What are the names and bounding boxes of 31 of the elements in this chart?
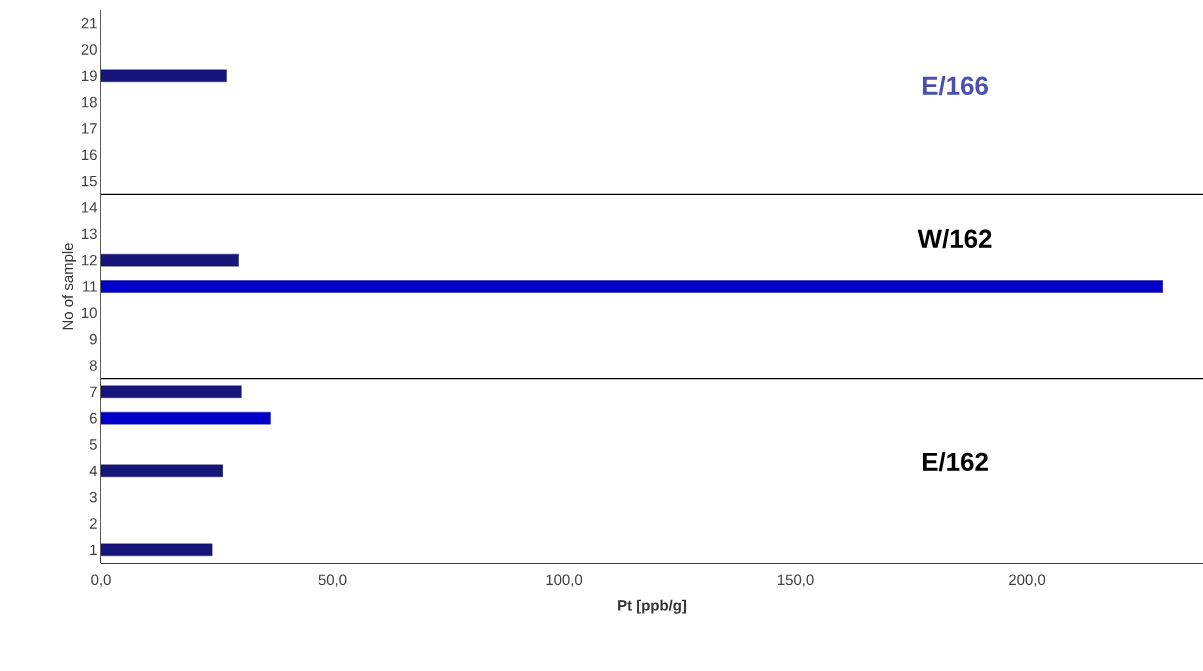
y-tick-label: 7 [89, 386, 97, 397]
band-label: W/162 [917, 228, 992, 249]
x-tick-label: 0,0 [91, 574, 111, 587]
y-tick-label: 4 [89, 465, 98, 476]
y-tick-label: 17 [82, 123, 97, 134]
y-axis-title: No of sample [62, 243, 77, 330]
y-tick-label: 8 [89, 360, 97, 371]
y-tick-label: 1 [90, 544, 97, 555]
x-axis-title: Pt [ppb/g] [618, 599, 687, 614]
y-tick-label: 2 [89, 518, 97, 529]
y-tick-label: 21 [81, 17, 97, 29]
y-tick-label: 9 [89, 333, 97, 345]
y-tick-label: 18 [82, 96, 97, 108]
band-label: E/166 [922, 75, 988, 96]
y-tick-label: 16 [82, 149, 97, 161]
x-tick-label: 150,0 [777, 574, 814, 587]
band-label: E/162 [922, 451, 988, 472]
x-tick-label: 50,0 [318, 574, 347, 587]
y-tick-label: 3 [89, 491, 97, 503]
y-tick-label: 6 [89, 412, 97, 424]
y-tick-label: 10 [82, 307, 97, 319]
x-tick-label: 100,0 [546, 574, 583, 587]
y-tick-label: 13 [82, 228, 97, 240]
y-tick-label: 14 [82, 202, 98, 213]
y-tick-label: 11 [83, 281, 97, 292]
y-tick-label: 5 [89, 439, 97, 450]
y-tick-label: 19 [82, 70, 97, 82]
y-tick-label: 20 [81, 44, 97, 55]
x-tick-label: 200,0 [1009, 574, 1046, 587]
y-tick-label: 12 [82, 254, 97, 266]
y-tick-label: 15 [82, 175, 97, 187]
